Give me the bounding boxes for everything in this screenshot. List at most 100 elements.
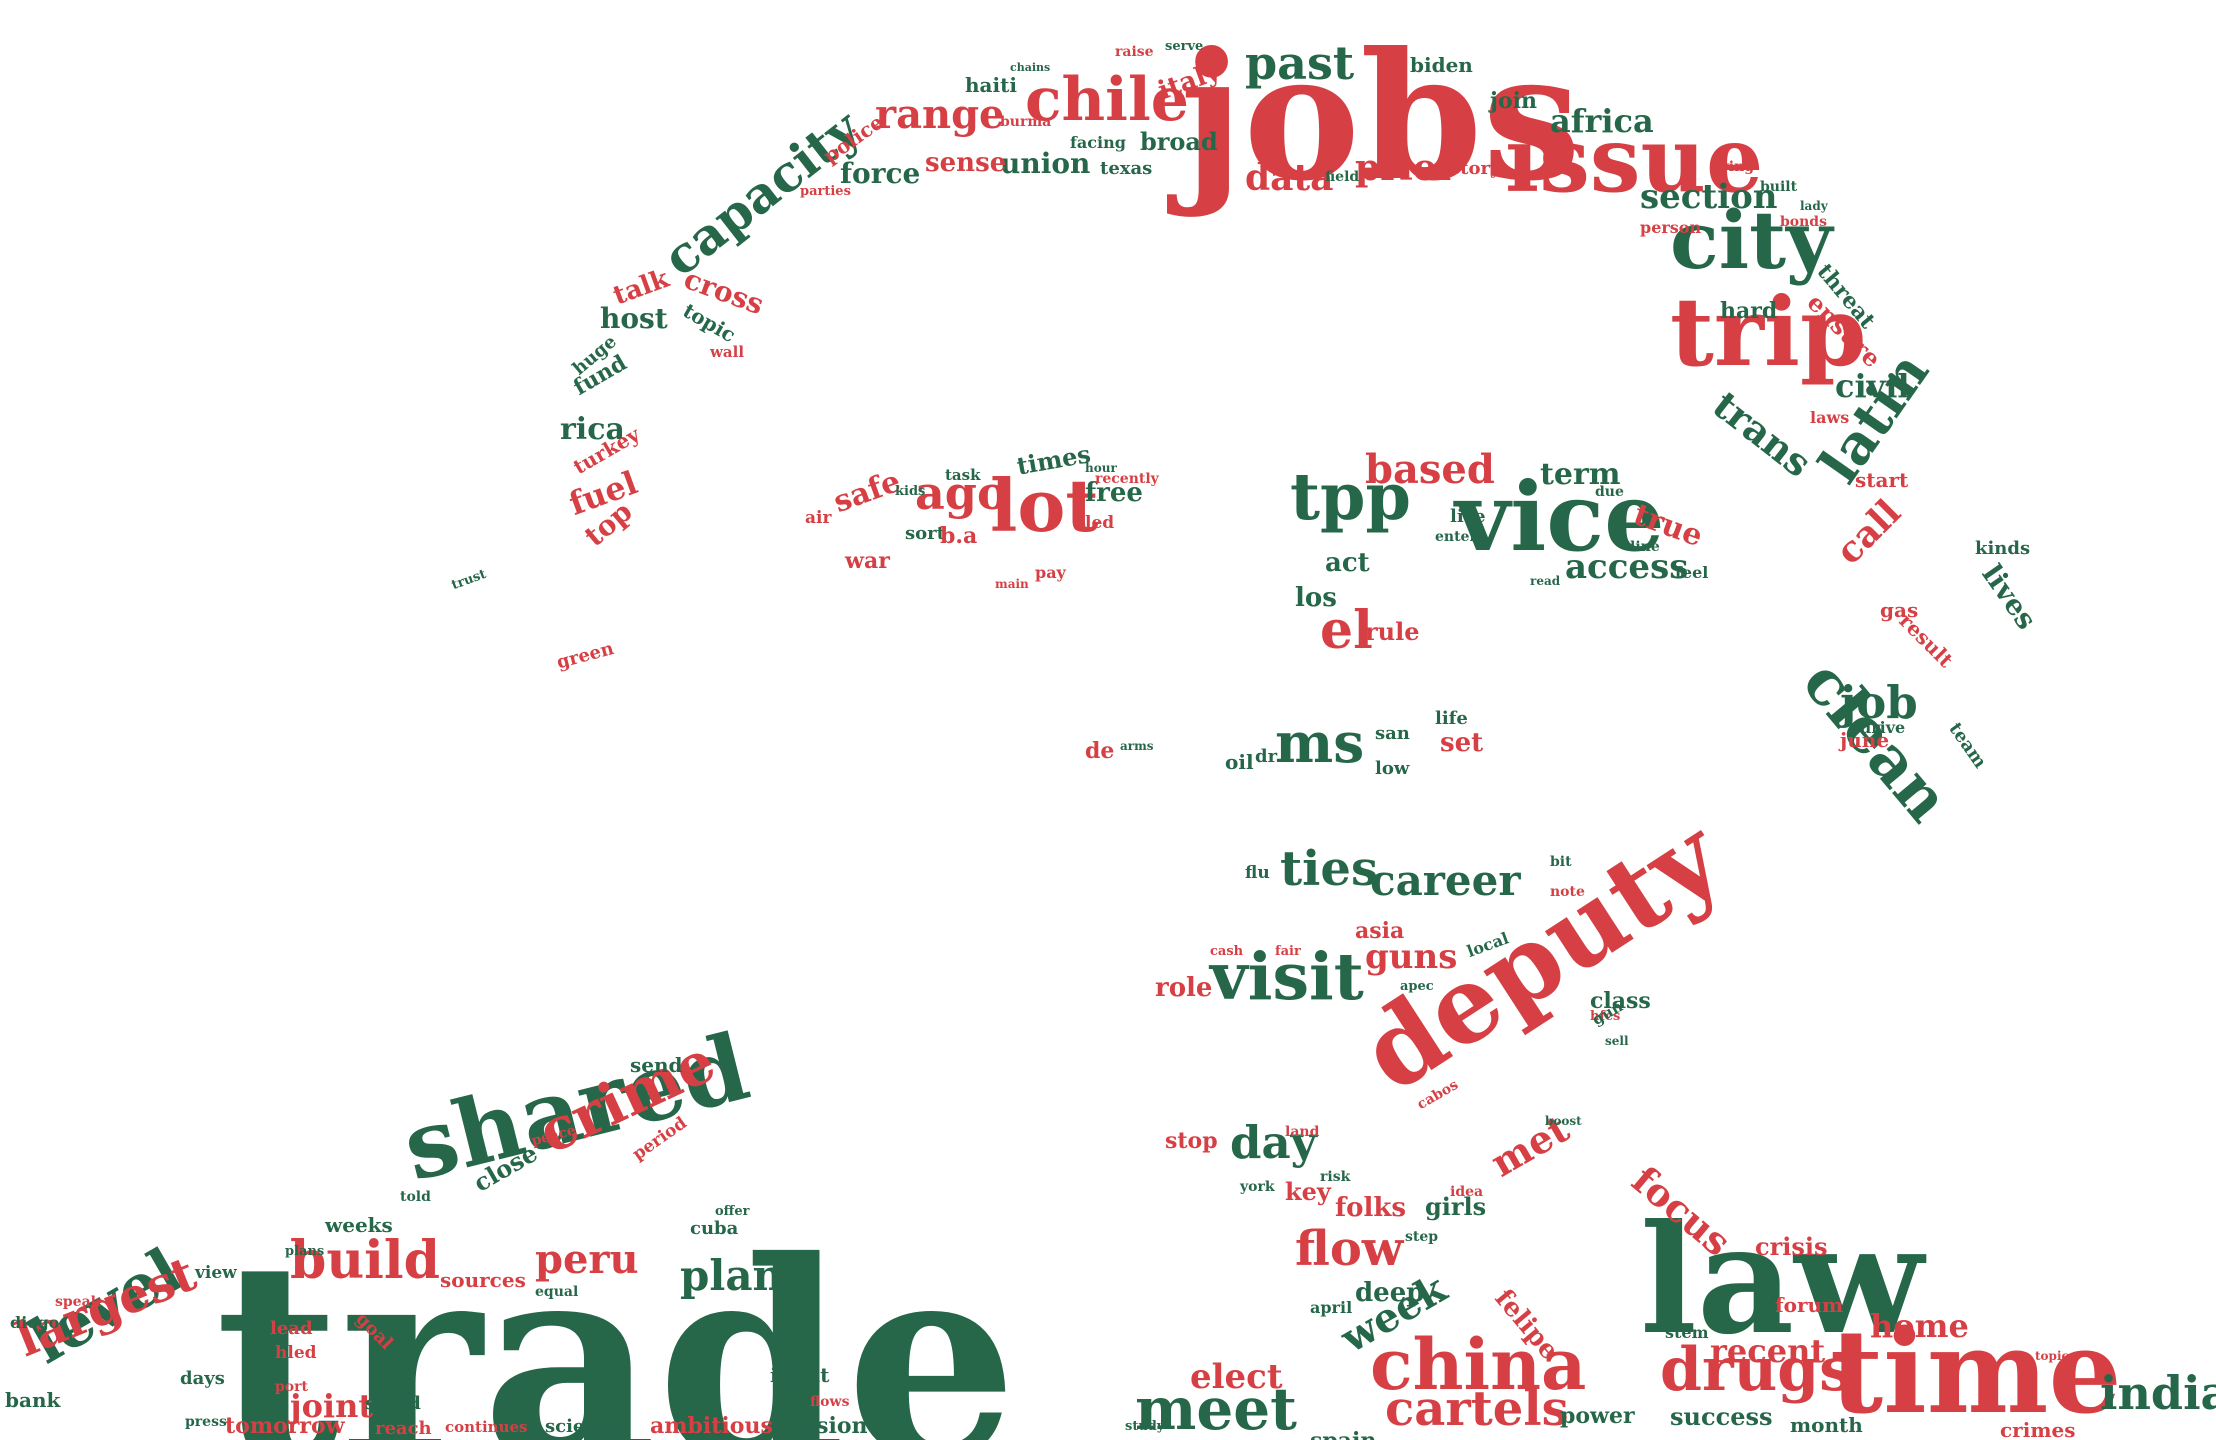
word-visit: visit — [1210, 939, 1364, 1015]
word-hled: hled — [275, 1343, 317, 1363]
word-burma: burma — [1000, 114, 1052, 130]
word-class: class — [1590, 988, 1651, 1014]
word-life: life — [1435, 708, 1468, 729]
word-rule: rule — [1365, 617, 1420, 646]
word-bank: bank — [5, 1388, 61, 1412]
word-india: india — [2100, 1366, 2216, 1420]
word-set: set — [1440, 728, 1484, 758]
word-built: built — [1760, 179, 1798, 195]
word-land: land — [1285, 1124, 1320, 1140]
word-low: low — [1375, 758, 1410, 779]
word-field: field — [1325, 169, 1360, 185]
word-due: due — [1595, 484, 1624, 500]
word-ambitious: ambitious — [650, 1413, 773, 1439]
word-start: start — [1855, 468, 1909, 492]
word-chains: chains — [1010, 61, 1051, 74]
word-port: port — [275, 1379, 308, 1395]
word-raise: raise — [1115, 44, 1154, 60]
word-call: call — [1827, 491, 1909, 573]
word-green: green — [554, 638, 617, 674]
word-york: york — [1240, 1179, 1275, 1195]
word-joint: joint — [290, 1387, 374, 1425]
word-enter: enter — [1435, 529, 1477, 545]
word-live: live — [1450, 506, 1486, 527]
word-success: success — [1670, 1402, 1773, 1431]
word-africa: africa — [1550, 102, 1654, 140]
word-june: june — [1840, 728, 1890, 752]
word-folks: folks — [1335, 1193, 1407, 1223]
word-tomorrow: tomorrow — [225, 1413, 345, 1439]
word-power: power — [1560, 1403, 1635, 1429]
word-note: note — [1550, 884, 1585, 900]
word-based: based — [1365, 446, 1495, 493]
word-sense: sense — [925, 148, 1007, 178]
word-china: china — [1370, 1323, 1587, 1406]
word-told: told — [400, 1189, 431, 1205]
word-trust: trust — [449, 566, 489, 594]
word-boost: boost — [1545, 1114, 1582, 1128]
word-view: view — [195, 1263, 237, 1283]
word-press: press — [185, 1414, 227, 1430]
word-host: host — [600, 302, 668, 335]
word-sell: sell — [1605, 1034, 1629, 1048]
word-task: task — [945, 466, 981, 484]
word-bonds: bonds — [1780, 214, 1827, 230]
word-haiti: haiti — [965, 73, 1017, 97]
word-read: read — [1530, 574, 1561, 588]
word-pay: pay — [1035, 563, 1066, 582]
word-lady: lady — [1800, 199, 1828, 213]
word-forum: forum — [1775, 1293, 1844, 1317]
word-laws: laws — [1810, 408, 1850, 427]
word-wall: wall — [710, 343, 745, 361]
word-section: section — [1640, 177, 1778, 217]
word-join: join — [1490, 88, 1537, 114]
word-hour: hour — [1085, 461, 1117, 475]
word-rica: rica — [560, 412, 625, 447]
word-war: war — [845, 548, 890, 574]
word-civil: civil — [1835, 367, 1910, 405]
word-idea: idea — [1450, 1184, 1484, 1200]
word-access: access — [1565, 547, 1689, 587]
word-b-a: b.a — [940, 523, 978, 549]
word-stop: stop — [1165, 1128, 1218, 1154]
word-prior: prior — [1355, 147, 1456, 189]
word-april: april — [1310, 1298, 1353, 1317]
word-safe: safe — [828, 463, 906, 521]
word-equal: equal — [535, 1284, 579, 1300]
word-hard: hard — [1720, 298, 1778, 324]
word-weeks: weeks — [325, 1213, 393, 1237]
word-main: main — [995, 577, 1029, 591]
word-plan: plan — [680, 1251, 784, 1300]
word-term: term — [1540, 457, 1621, 492]
word-recent: recent — [1710, 1332, 1826, 1370]
word-dr: dr — [1255, 746, 1278, 767]
word-trade: trade — [215, 1201, 1018, 1440]
word-home: home — [1870, 1307, 1969, 1345]
word-cuba: cuba — [690, 1218, 739, 1239]
word-study: study — [1125, 1419, 1165, 1434]
word-vice: vice — [1455, 462, 1665, 573]
word-air: air — [805, 508, 832, 528]
word-cash: cash — [1210, 944, 1244, 959]
word-time: time — [1830, 1305, 2122, 1440]
word-spain: spain — [1310, 1430, 1376, 1440]
word-team: team — [1944, 718, 1991, 773]
word-led: led — [1085, 513, 1115, 533]
word-lives: lives — [1975, 558, 2044, 636]
word-vision: vision — [795, 1413, 868, 1439]
word-el: el — [1320, 600, 1373, 661]
word-serve: serve — [1165, 39, 1204, 54]
word-oil: oil — [1225, 750, 1254, 774]
word-recently: recently — [1095, 471, 1159, 487]
word-bit: bit — [1550, 854, 1572, 870]
word-plans: plans — [285, 1244, 325, 1259]
word-free: free — [1085, 478, 1143, 508]
word-month: month — [1790, 1413, 1863, 1437]
word-de: de — [1085, 738, 1115, 764]
word-flow: flow — [1295, 1221, 1404, 1277]
word-girls: girls — [1425, 1192, 1487, 1221]
word-offer: offer — [715, 1204, 750, 1219]
word-key: key — [1285, 1177, 1331, 1206]
word-risk: risk — [1320, 1169, 1351, 1185]
